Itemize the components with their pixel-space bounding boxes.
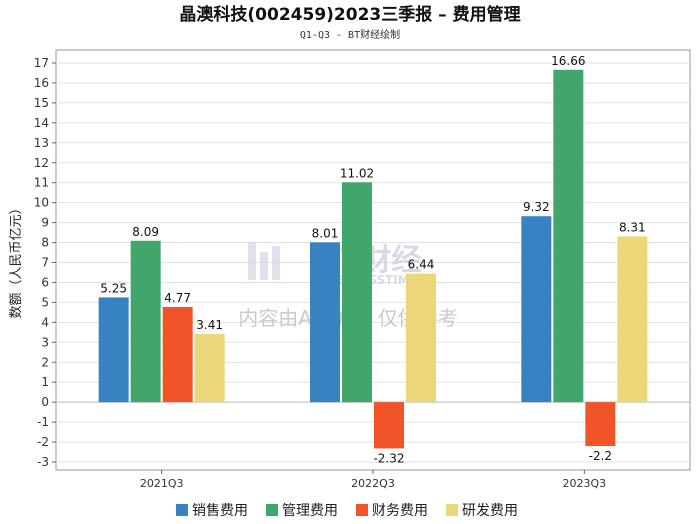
y-tick-label: 12 [34, 156, 49, 170]
legend-swatch [446, 504, 458, 516]
chart-title: 晶澳科技(002459)2023三季报 – 费用管理 [179, 4, 520, 25]
data-label: 8.31 [619, 220, 646, 234]
legend-swatch [266, 504, 278, 516]
bar-2023Q3-研发费用 [617, 236, 648, 403]
data-label: 8.09 [132, 225, 159, 239]
data-label: 4.77 [164, 291, 191, 305]
legend-label: 财务费用 [372, 503, 428, 519]
legend-label: 研发费用 [462, 503, 518, 519]
data-label: 3.41 [196, 318, 223, 332]
data-label: 5.25 [100, 281, 127, 295]
x-tick-label: 2022Q3 [351, 477, 395, 490]
y-tick-label: 4 [41, 315, 49, 329]
y-tick-label: 0 [41, 395, 49, 409]
data-label: 11.02 [340, 166, 374, 180]
y-tick-label: 2 [41, 355, 49, 369]
legend-swatch [356, 504, 368, 516]
chart-subtitle: Q1-Q3 - BT财经绘制 [300, 28, 400, 41]
bar-2022Q3-财务费用 [374, 402, 404, 449]
y-tick-label: -1 [37, 415, 49, 429]
legend-swatch [176, 504, 188, 516]
bar-2022Q3-管理费用 [342, 182, 372, 403]
y-tick-label: 9 [41, 216, 49, 230]
y-tick-label: 17 [34, 56, 49, 70]
y-tick-label: 5 [41, 295, 49, 309]
y-tick-label: 10 [34, 196, 49, 210]
y-tick-label: 1 [41, 375, 49, 389]
y-tick-label: 7 [41, 256, 49, 270]
y-tick-label: 3 [41, 335, 49, 349]
y-tick-label: 11 [34, 176, 49, 190]
x-tick-label: 2021Q3 [140, 477, 184, 490]
plot-area [55, 49, 691, 471]
watermark-logo-mark [248, 242, 256, 280]
data-label: 6.44 [408, 258, 435, 272]
bar-2023Q3-管理费用 [553, 69, 584, 403]
y-tick-label: -3 [37, 455, 49, 469]
watermark-logo-mark [260, 252, 268, 280]
data-label: 9.32 [523, 200, 550, 214]
data-labels: 5.25 8.09 4.77 3.41 8.01 11.02 -2.32 6.44 9.32 16… [100, 54, 645, 466]
watermark-logo-mark [272, 246, 280, 280]
grid [56, 62, 690, 463]
bar-2022Q3-研发费用 [406, 273, 436, 403]
bar-2021Q3-管理费用 [130, 240, 161, 403]
bar-2023Q3-财务费用 [585, 402, 616, 447]
data-label: 8.01 [312, 226, 339, 240]
data-label: -2.2 [589, 449, 612, 463]
y-tick-label: 14 [34, 116, 49, 130]
bar-2021Q3-财务费用 [162, 306, 193, 403]
legend: 销售费用 管理费用 财务费用 研发费用 [176, 503, 518, 519]
bar-2022Q3-销售费用 [310, 242, 340, 403]
data-label: 16.66 [551, 54, 585, 68]
y-tick-label: 8 [41, 236, 49, 250]
y-tick-label: 6 [41, 275, 49, 289]
legend-label: 销售费用 [192, 503, 248, 519]
x-tick-label: 2023Q3 [563, 477, 607, 490]
y-tick-label: 13 [34, 136, 49, 150]
bars [98, 69, 648, 449]
bar-2023Q3-销售费用 [521, 216, 552, 403]
y-tick-label: -2 [37, 435, 49, 449]
y-axis-label: 数额（人民币亿元） [9, 201, 24, 318]
bar-2021Q3-研发费用 [194, 334, 225, 403]
bar-2021Q3-销售费用 [98, 297, 129, 403]
y-tick-label: 15 [34, 96, 49, 110]
data-label: -2.32 [373, 451, 404, 465]
y-tick-label: 16 [34, 76, 49, 90]
legend-label: 管理费用 [282, 503, 338, 519]
